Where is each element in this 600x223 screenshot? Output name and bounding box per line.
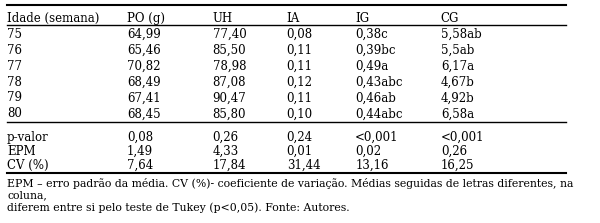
Text: 5,5ab: 5,5ab bbox=[441, 43, 474, 57]
Text: p-valor: p-valor bbox=[7, 131, 49, 144]
Text: 17,84: 17,84 bbox=[212, 159, 246, 172]
Text: 67,41: 67,41 bbox=[127, 91, 161, 105]
Text: 13,16: 13,16 bbox=[355, 159, 389, 172]
Text: 0,44abc: 0,44abc bbox=[355, 107, 403, 120]
Text: 0,12: 0,12 bbox=[287, 76, 313, 89]
Text: EPM: EPM bbox=[7, 145, 36, 158]
Text: 0,08: 0,08 bbox=[287, 28, 313, 41]
Text: 0,39bc: 0,39bc bbox=[355, 43, 396, 57]
Text: 4,67b: 4,67b bbox=[441, 76, 475, 89]
Text: 0,49a: 0,49a bbox=[355, 60, 388, 72]
Text: 68,45: 68,45 bbox=[127, 107, 161, 120]
Text: 90,47: 90,47 bbox=[212, 91, 246, 105]
Text: <0,001: <0,001 bbox=[355, 131, 399, 144]
Text: 0,10: 0,10 bbox=[287, 107, 313, 120]
Text: 77: 77 bbox=[7, 60, 22, 72]
Text: 0,26: 0,26 bbox=[441, 145, 467, 158]
Text: UH: UH bbox=[212, 12, 233, 25]
Text: 16,25: 16,25 bbox=[441, 159, 475, 172]
Text: 7,64: 7,64 bbox=[127, 159, 153, 172]
Text: 0,24: 0,24 bbox=[287, 131, 313, 144]
Text: 0,46ab: 0,46ab bbox=[355, 91, 396, 105]
Text: Idade (semana): Idade (semana) bbox=[7, 12, 100, 25]
Text: 0,26: 0,26 bbox=[212, 131, 239, 144]
Text: 85,80: 85,80 bbox=[212, 107, 246, 120]
Text: 70,82: 70,82 bbox=[127, 60, 160, 72]
Text: IA: IA bbox=[287, 12, 300, 25]
Text: 68,49: 68,49 bbox=[127, 76, 161, 89]
Text: IG: IG bbox=[355, 12, 370, 25]
Text: 6,58a: 6,58a bbox=[441, 107, 474, 120]
Text: 76: 76 bbox=[7, 43, 22, 57]
Text: 0,43abc: 0,43abc bbox=[355, 76, 403, 89]
Text: PO (g): PO (g) bbox=[127, 12, 165, 25]
Text: 0,11: 0,11 bbox=[287, 91, 313, 105]
Text: CV (%): CV (%) bbox=[7, 159, 49, 172]
Text: <0,001: <0,001 bbox=[441, 131, 484, 144]
Text: 85,50: 85,50 bbox=[212, 43, 246, 57]
Text: 65,46: 65,46 bbox=[127, 43, 161, 57]
Text: CG: CG bbox=[441, 12, 459, 25]
Text: 75: 75 bbox=[7, 28, 22, 41]
Text: 0,11: 0,11 bbox=[287, 43, 313, 57]
Text: 64,99: 64,99 bbox=[127, 28, 161, 41]
Text: 0,38c: 0,38c bbox=[355, 28, 388, 41]
Text: 5,58ab: 5,58ab bbox=[441, 28, 482, 41]
Text: 0,11: 0,11 bbox=[287, 60, 313, 72]
Text: 6,17a: 6,17a bbox=[441, 60, 474, 72]
Text: 78,98: 78,98 bbox=[212, 60, 246, 72]
Text: EPM – erro padrão da média. CV (%)- coeficiente de variação. Médias seguidas de : EPM – erro padrão da média. CV (%)- coef… bbox=[7, 178, 574, 213]
Text: 0,08: 0,08 bbox=[127, 131, 153, 144]
Text: 79: 79 bbox=[7, 91, 22, 105]
Text: 78: 78 bbox=[7, 76, 22, 89]
Text: 0,02: 0,02 bbox=[355, 145, 382, 158]
Text: 1,49: 1,49 bbox=[127, 145, 153, 158]
Text: 0,01: 0,01 bbox=[287, 145, 313, 158]
Text: 77,40: 77,40 bbox=[212, 28, 246, 41]
Text: 80: 80 bbox=[7, 107, 22, 120]
Text: 4,33: 4,33 bbox=[212, 145, 239, 158]
Text: 87,08: 87,08 bbox=[212, 76, 246, 89]
Text: 31,44: 31,44 bbox=[287, 159, 320, 172]
Text: 4,92b: 4,92b bbox=[441, 91, 475, 105]
